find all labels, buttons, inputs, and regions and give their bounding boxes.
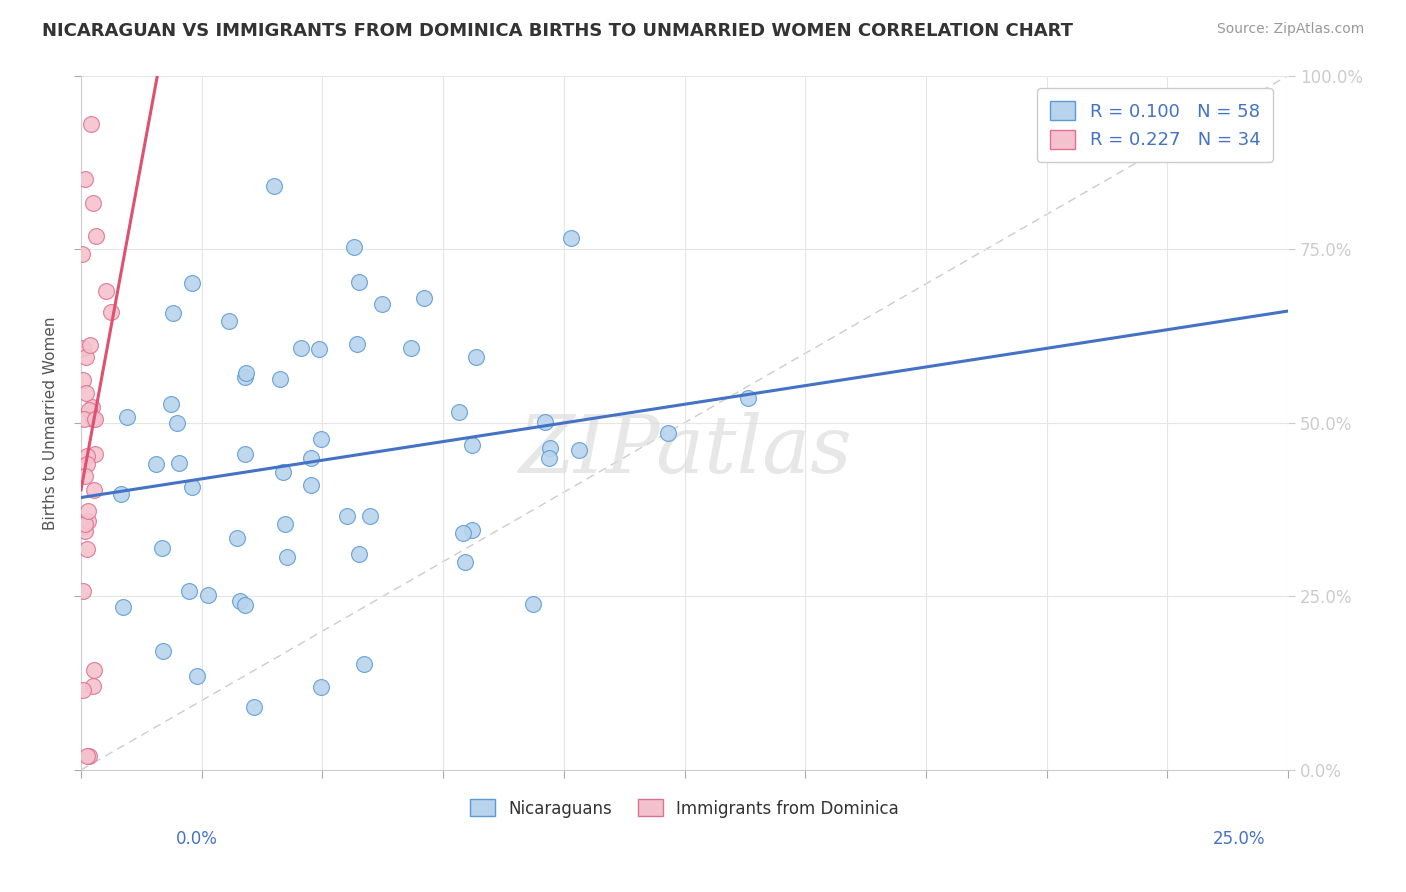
Point [84,228,107,243]
Point [166,416,188,430]
Point [160,397,183,411]
Point [233,370,256,384]
Point [72,411,94,425]
Point [77,402,100,417]
Text: ZIPatlas: ZIPatlas [517,412,851,490]
Point [225,531,247,545]
Point [83,411,105,425]
Point [76,457,98,471]
Point [343,240,366,254]
Point [737,391,759,405]
Point [243,700,266,714]
Point [77,504,100,518]
Point [186,669,208,683]
Point [75,351,97,365]
Point [72,374,94,388]
Point [412,291,434,305]
Point [152,643,174,657]
Point [347,547,370,561]
Point [308,342,330,356]
Point [269,372,291,386]
Point [82,679,104,693]
Text: 0.0%: 0.0% [176,830,218,847]
Point [274,516,297,531]
Point [309,680,332,694]
Point [76,449,98,463]
Point [359,509,381,524]
Text: 25.0%: 25.0% [1213,830,1265,847]
Point [371,297,394,311]
Point [82,196,104,211]
Point [534,415,557,429]
Point [460,438,482,452]
Point [75,516,97,531]
Point [75,524,97,539]
Point [73,469,96,483]
Point [145,458,167,472]
Point [454,556,477,570]
Point [349,275,371,289]
Point [76,749,98,764]
Point [80,117,103,131]
Point [568,443,591,458]
Point [82,412,104,426]
Point [299,477,322,491]
Point [346,337,368,351]
Point [167,456,190,470]
Point [150,541,173,555]
Point [522,597,544,611]
Point [290,341,312,355]
Point [229,594,252,608]
Point [399,341,422,355]
Point [72,583,94,598]
Point [235,366,257,380]
Point [353,657,375,671]
Point [72,683,94,698]
Point [181,480,204,494]
Point [112,600,135,615]
Point [83,483,105,497]
Point [451,526,474,541]
Point [75,385,97,400]
Point [110,487,132,501]
Point [461,523,484,537]
Point [560,231,582,245]
Point [449,405,471,419]
Point [83,447,105,461]
Point [77,749,100,764]
Point [218,314,240,328]
Point [309,433,332,447]
Point [336,509,359,524]
Point [538,441,561,455]
Point [72,520,94,534]
Y-axis label: Births to Unmarried Women: Births to Unmarried Women [44,316,58,530]
Text: Source: ZipAtlas.com: Source: ZipAtlas.com [1216,22,1364,37]
Point [263,178,285,193]
Text: NICARAGUAN VS IMMIGRANTS FROM DOMINICA BIRTHS TO UNMARRIED WOMEN CORRELATION CHA: NICARAGUAN VS IMMIGRANTS FROM DOMINICA B… [42,22,1073,40]
Point [70,247,93,261]
Point [72,342,94,356]
Point [276,549,298,564]
Legend: Nicaraguans, Immigrants from Dominica: Nicaraguans, Immigrants from Dominica [464,793,905,824]
Point [79,338,101,352]
Point [299,450,322,465]
Point [94,284,117,298]
Point [117,410,139,425]
Point [271,465,294,479]
Point [179,584,201,599]
Point [76,541,98,556]
Point [233,598,256,612]
Point [181,277,204,291]
Point [83,663,105,677]
Point [538,451,561,466]
Point [197,588,219,602]
Point [76,514,98,528]
Point [233,446,256,460]
Point [73,171,96,186]
Point [100,305,122,319]
Point [80,401,103,415]
Point [162,306,184,320]
Point [657,425,679,440]
Point [465,350,488,364]
